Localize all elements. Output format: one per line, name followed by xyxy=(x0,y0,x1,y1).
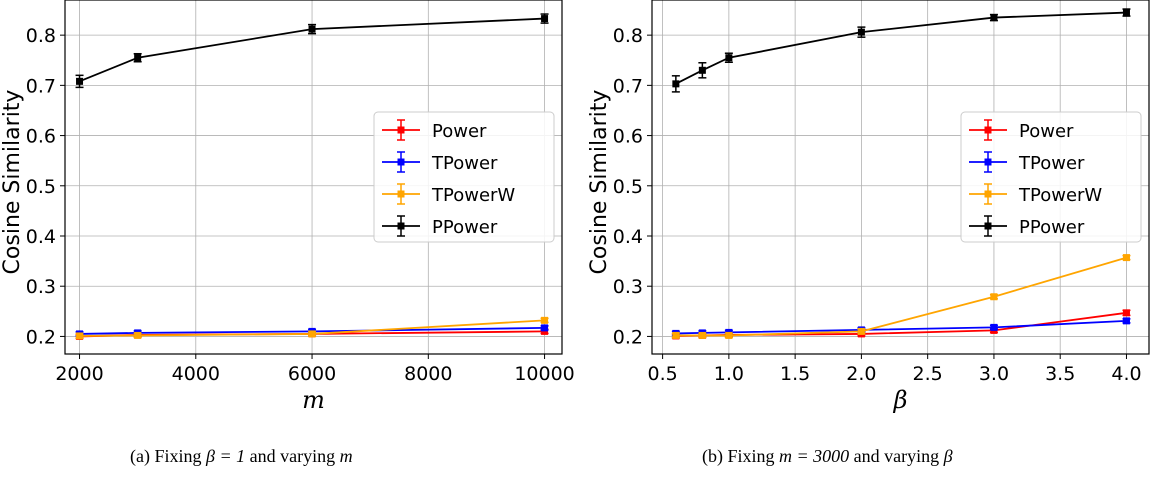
data-point-ppower xyxy=(725,54,733,62)
y-tick-label: 0.7 xyxy=(26,75,56,97)
legend-label-tpower: TPower xyxy=(1018,153,1085,174)
legend-label-power: Power xyxy=(1019,121,1074,142)
caption-a-middle: and varying xyxy=(245,446,340,466)
y-tick-label: 0.5 xyxy=(613,176,643,198)
x-tick-label: 4000 xyxy=(172,363,220,385)
legend-label-power: Power xyxy=(432,121,487,142)
y-axis-label: Cosine Similarity xyxy=(587,90,612,275)
data-point-ppower xyxy=(308,25,316,33)
data-point-power xyxy=(541,327,549,335)
data-point-ppower xyxy=(134,54,142,62)
caption-a-math-1: β = 1 xyxy=(206,446,246,466)
data-point-tpower xyxy=(990,323,998,331)
data-point-ppower xyxy=(76,77,84,85)
series-line-tpower xyxy=(675,319,1127,335)
legend-label-tpower: TPower xyxy=(431,153,498,174)
x-axis-label: β xyxy=(893,386,908,414)
chart-panel-b: 0.5 1.0 1.5 2.0 2.5 3.0 3.5 4.0 0.2 0.3 0.4 0.5 0.6 0… xyxy=(587,0,1150,414)
y-tick-label: 0.3 xyxy=(613,276,643,298)
x-tick-label: 3.5 xyxy=(1045,363,1075,385)
data-point-ppower xyxy=(698,66,706,74)
data-point-power xyxy=(1122,309,1130,317)
x-tick-label: 10000 xyxy=(514,363,574,385)
y-axis-label: Cosine Similarity xyxy=(0,90,25,275)
series-line-ppower xyxy=(675,11,1127,85)
legend-marker-tpowerw xyxy=(397,190,405,198)
y-tick-label: 0.2 xyxy=(26,326,56,348)
legend-label-tpowerw: TPowerW xyxy=(1018,185,1102,206)
x-tick-label: 0.5 xyxy=(647,363,677,385)
y-tick-label: 0.6 xyxy=(613,126,643,148)
caption-b-math-2: β xyxy=(943,446,953,466)
legend-label-ppower: PPower xyxy=(432,217,498,238)
caption-a: (a) Fixing β = 1 and varying m xyxy=(130,446,353,467)
plot-frame xyxy=(651,0,1150,355)
data-point-tpowerw xyxy=(1122,254,1130,262)
x-tick-label: 1.5 xyxy=(780,363,810,385)
x-tick-label: 2.0 xyxy=(846,363,876,385)
caption-b-prefix: (b) Fixing xyxy=(702,446,780,466)
legend-marker-power xyxy=(984,126,992,134)
legend-label-ppower: PPower xyxy=(1019,217,1085,238)
x-tick-label: 3.0 xyxy=(979,363,1009,385)
data-point-tpowerw xyxy=(134,331,142,339)
x-tick-label: 8000 xyxy=(404,363,452,385)
caption-b: (b) Fixing m = 3000 and varying β xyxy=(702,446,953,467)
data-point-tpowerw xyxy=(725,331,733,339)
data-point-tpowerw xyxy=(698,331,706,339)
data-point-ppower xyxy=(541,15,549,23)
series-line-tpowerw xyxy=(675,256,1127,337)
legend-marker-ppower xyxy=(984,222,992,230)
data-point-ppower xyxy=(672,80,680,88)
y-tick-label: 0.2 xyxy=(613,326,643,348)
data-point-ppower xyxy=(990,14,998,22)
y-tick-label: 0.5 xyxy=(26,176,56,198)
x-axis-label: m xyxy=(302,386,325,414)
data-point-tpowerw xyxy=(308,330,316,338)
legend-marker-tpower xyxy=(984,158,992,166)
legend-box xyxy=(960,111,1142,243)
caption-b-middle: and varying xyxy=(849,446,944,466)
chart-panel-a: 2000 4000 6000 8000 10000 0.2 0.3 0.4 0.5 0.6 0.7 0… xyxy=(0,0,575,414)
caption-a-math-2: m xyxy=(339,446,353,466)
x-tick-label: 1.0 xyxy=(714,363,744,385)
y-tick-label: 0.4 xyxy=(26,226,56,248)
data-point-tpowerw xyxy=(990,293,998,301)
y-tick-label: 0.8 xyxy=(26,25,56,47)
y-tick-label: 0.4 xyxy=(613,226,643,248)
series-line-tpowerw xyxy=(79,319,545,337)
y-tick-label: 0.8 xyxy=(613,25,643,47)
x-tick-label: 2000 xyxy=(55,363,103,385)
y-tick-label: 0.3 xyxy=(26,276,56,298)
data-point-ppower xyxy=(857,28,865,36)
y-tick-label: 0.6 xyxy=(26,126,56,148)
series-line-ppower xyxy=(79,17,545,83)
series-line-tpower xyxy=(79,326,545,335)
data-point-tpowerw xyxy=(857,327,865,335)
x-tick-label: 4.0 xyxy=(1111,363,1141,385)
data-point-tpowerw xyxy=(672,331,680,339)
x-tick-label: 6000 xyxy=(288,363,336,385)
data-point-tpower xyxy=(1122,317,1130,325)
data-point-tpower xyxy=(541,324,549,332)
legend-box xyxy=(373,111,555,243)
legend-marker-ppower xyxy=(397,222,405,230)
legend-label-tpowerw: TPowerW xyxy=(431,185,515,206)
data-point-ppower xyxy=(1122,9,1130,17)
x-tick-label: 2.5 xyxy=(913,363,943,385)
caption-a-prefix: (a) Fixing xyxy=(130,446,206,466)
data-point-tpowerw xyxy=(76,332,84,340)
plot-frame xyxy=(64,0,563,355)
legend-marker-tpower xyxy=(397,158,405,166)
caption-b-math-1: m = 3000 xyxy=(779,446,850,466)
data-point-tpowerw xyxy=(541,316,549,324)
y-tick-label: 0.7 xyxy=(613,75,643,97)
legend-marker-tpowerw xyxy=(984,190,992,198)
legend-marker-power xyxy=(397,126,405,134)
